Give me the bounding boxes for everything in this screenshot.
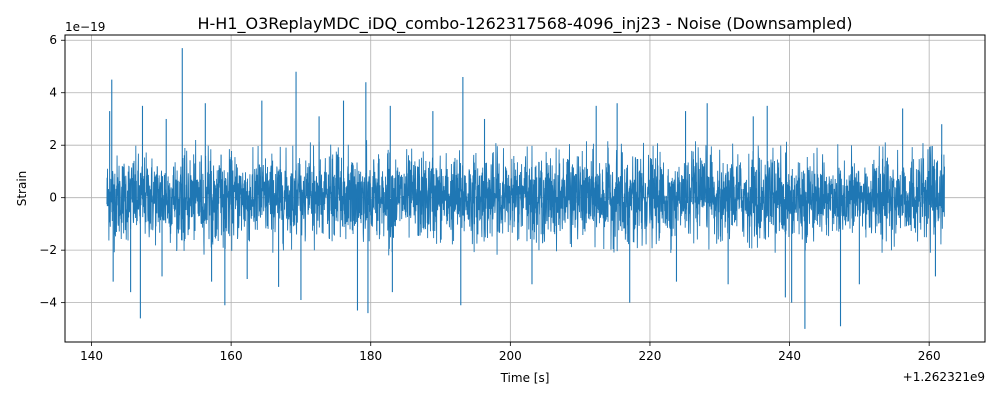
x-tick-label: 240 (778, 349, 801, 363)
x-tick-label: 180 (359, 349, 382, 363)
x-tick-label: 220 (638, 349, 661, 363)
y-axis-label: Strain (15, 171, 29, 207)
y-tick-label: 4 (49, 86, 57, 100)
grid (65, 35, 985, 342)
x-axis-ticks: 140 160 180 200 220 240 260 (80, 342, 941, 363)
y-tick-label: 2 (49, 138, 57, 152)
y-tick-label: 6 (49, 33, 57, 47)
y-axis-ticks: −4 −2 0 2 4 6 (39, 33, 65, 310)
y-scale-label: 1e−19 (65, 20, 105, 34)
plot-frame (64, 34, 986, 343)
x-tick-label: 200 (499, 349, 522, 363)
x-tick-label: 140 (80, 349, 103, 363)
x-tick-label: 260 (918, 349, 941, 363)
x-offset-label: +1.262321e9 (903, 370, 985, 384)
y-tick-label: −2 (39, 243, 57, 257)
x-axis-label: Time [s] (500, 371, 550, 385)
x-tick-label: 160 (220, 349, 243, 363)
chart-title: H-H1_O3ReplayMDC_iDQ_combo-1262317568-40… (198, 14, 853, 34)
series-line-group (106, 48, 945, 329)
y-tick-label: −4 (39, 296, 57, 310)
y-tick-label: 0 (49, 191, 57, 205)
